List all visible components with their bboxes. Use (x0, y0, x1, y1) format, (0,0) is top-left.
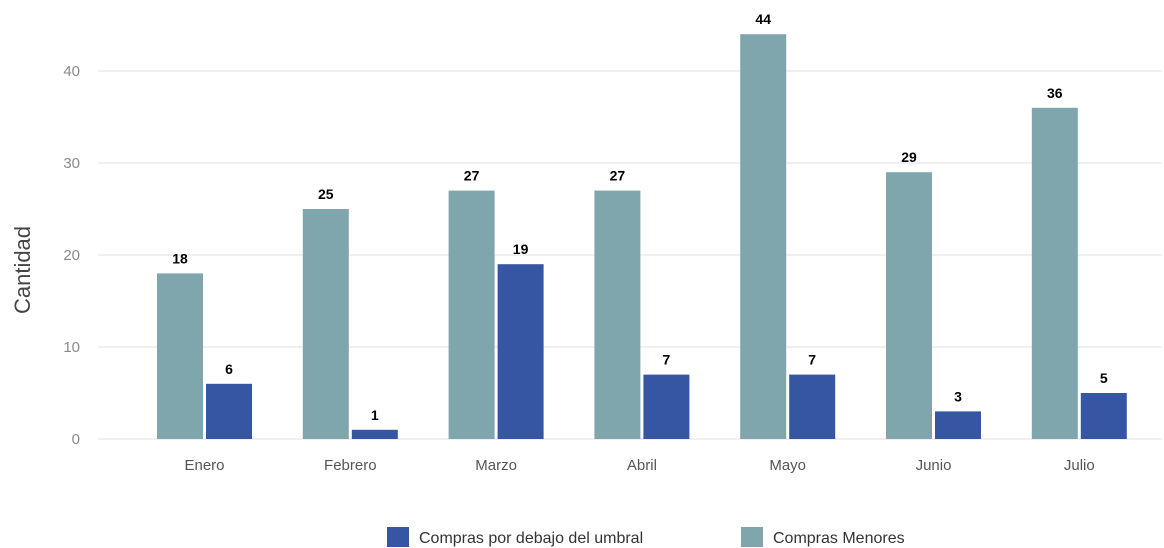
bar-compras-umbral (789, 374, 836, 439)
y-axis-ticks: 0 10 20 30 40 (63, 63, 80, 448)
x-tick-label: Julio (1064, 457, 1095, 474)
data-label: 5 (1100, 370, 1108, 386)
bar-compras-menores (302, 209, 349, 439)
x-tick-label: Enero (184, 457, 224, 474)
legend-swatch (387, 527, 409, 547)
x-tick-label: Mayo (769, 457, 806, 474)
data-label: 3 (954, 388, 962, 404)
legend-swatch (741, 527, 763, 547)
data-label: 7 (663, 352, 671, 368)
legend-label: Compras Menores (773, 530, 905, 547)
bar-compras-menores (740, 34, 787, 439)
data-label: 25 (318, 186, 334, 202)
y-tick-label: 10 (63, 339, 80, 356)
bar-compras-menores (886, 172, 932, 439)
data-label: 27 (464, 168, 480, 184)
bar-compras-umbral (497, 264, 544, 439)
data-label: 6 (225, 361, 233, 377)
legend-label: Compras por debajo del umbral (419, 530, 643, 547)
data-label: 36 (1047, 85, 1063, 101)
bar-compras-umbral (351, 429, 398, 439)
data-label: 19 (513, 241, 529, 257)
bar-compras-menores (157, 273, 203, 439)
y-tick-label: 20 (63, 247, 80, 264)
data-label: 44 (755, 11, 771, 27)
bar-compras-menores (594, 190, 641, 439)
data-label: 7 (808, 352, 816, 368)
y-axis-title: Cantidad (10, 226, 35, 314)
bar-compras-umbral (206, 383, 252, 439)
data-label: 29 (901, 149, 917, 165)
bars (157, 34, 1127, 440)
data-label: 27 (610, 168, 626, 184)
y-tick-label: 40 (63, 63, 80, 80)
data-label: 18 (172, 250, 188, 266)
y-tick-label: 0 (72, 431, 80, 448)
y-tick-label: 30 (63, 155, 80, 172)
bar-compras-umbral (935, 411, 981, 439)
x-tick-label: Febrero (324, 457, 377, 474)
bar-compras-menores (448, 190, 495, 439)
bar-compras-umbral (643, 374, 690, 439)
x-axis-ticks: Enero Febrero Marzo Abril Mayo Junio Julio (184, 457, 1094, 474)
data-labels: 18 6 25 1 27 19 27 7 44 7 29 3 36 5 (172, 11, 1108, 423)
bar-compras-menores (1031, 107, 1078, 440)
x-tick-label: Junio (916, 457, 952, 474)
legend: Compras por debajo del umbral Compras Men… (387, 527, 905, 547)
data-label: 1 (371, 407, 379, 423)
bar-compras-umbral (1080, 393, 1127, 439)
x-tick-label: Abril (627, 457, 657, 474)
x-tick-label: Marzo (475, 457, 517, 474)
